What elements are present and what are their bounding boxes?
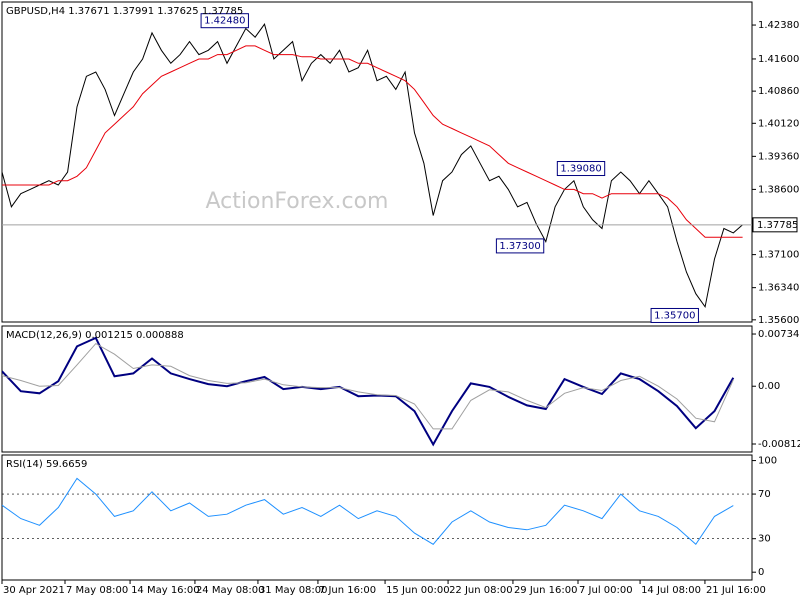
y-tick-label: -0.008126 — [758, 439, 800, 450]
panel-title: RSI(14) 59.6659 — [6, 459, 87, 470]
x-tick-label: 14 May 16:00 — [131, 585, 200, 596]
x-tick-label: 29 Jun 16:00 — [514, 585, 578, 596]
panel — [1, 325, 753, 453]
x-tick-label: 21 Jul 16:00 — [706, 585, 766, 596]
series-line — [2, 336, 735, 447]
x-tick-label: 7 Jun 16:00 — [319, 585, 376, 596]
series-line — [2, 477, 734, 546]
plot — [2, 336, 735, 447]
panel — [1, 454, 753, 581]
panel-title: GBPUSD,H4 1.37671 1.37991 1.37625 1.3778… — [6, 6, 243, 17]
annotation-label: 1.42480 — [204, 16, 245, 27]
annotation-label: 1.37300 — [499, 241, 540, 252]
annotation-label: 1.35700 — [654, 310, 695, 321]
y-tick-label: 0.00 — [758, 381, 780, 392]
annotation-box — [200, 13, 249, 29]
y-tick-label: 30 — [758, 534, 771, 545]
series-line — [2, 342, 734, 430]
y-tick-label: 1.36340 — [758, 283, 799, 294]
y-tick-label: 0 — [758, 567, 764, 578]
y-tick-label: 1.38600 — [758, 184, 799, 195]
y-tick-label: 1.42380 — [758, 20, 799, 31]
y-tick-label: 1.37100 — [758, 250, 799, 261]
y-tick-label: 1.40120 — [758, 118, 799, 129]
annotation-box — [495, 238, 545, 254]
last-price-label: 1.37785 — [757, 220, 798, 231]
watermark: ActionForex.com — [206, 189, 389, 214]
plot — [2, 23, 743, 309]
annotation-box — [556, 161, 606, 177]
x-tick-label: 14 Jul 08:00 — [641, 585, 701, 596]
y-tick-label: 1.39360 — [758, 151, 799, 162]
x-tick-label: 15 Jun 00:00 — [386, 585, 450, 596]
annotation-box — [650, 307, 699, 323]
y-tick-label: 1.40860 — [758, 86, 799, 97]
y-tick-label: 1.41600 — [758, 54, 799, 65]
x-tick-label: 7 Jul 00:00 — [579, 585, 633, 596]
x-tick-label: 24 May 08:00 — [196, 585, 265, 596]
y-tick-label: 70 — [758, 489, 771, 500]
x-tick-label: 30 Apr 2021 — [3, 585, 65, 596]
series-line — [2, 45, 743, 238]
panel — [1, 1, 753, 323]
x-tick-label: 31 May 08:00 — [259, 585, 328, 596]
panel-title: MACD(12,26,9) 0.001215 0.000888 — [6, 330, 184, 341]
y-tick-label: 100 — [758, 456, 777, 467]
x-tick-label: 7 May 08:00 — [66, 585, 128, 596]
last-price-box — [752, 217, 798, 233]
plot — [2, 477, 734, 546]
x-tick-label: 22 Jun 08:00 — [449, 585, 513, 596]
y-tick-label: 0.007342 — [758, 329, 800, 340]
annotation-label: 1.39080 — [560, 164, 601, 175]
y-tick-label: 1.35600 — [758, 315, 799, 326]
